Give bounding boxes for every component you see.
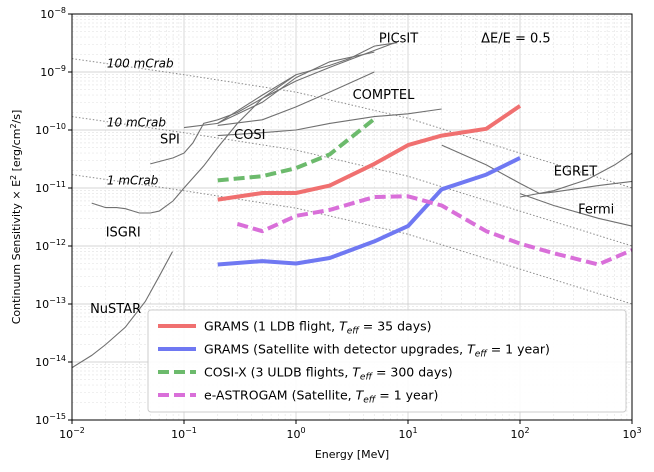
crab-line-100-mcrab <box>72 58 632 189</box>
y-tick-label: 10−8 <box>40 6 66 21</box>
annotation-e-e-0-5: ΔE/E = 0.5 <box>481 32 551 47</box>
axis-ticks: 10−2 10−1 100 101 102 103 10−15 10−14 10−13 10−12… <box>35 6 641 441</box>
x-axis-label: Energy [MeV] <box>315 448 389 461</box>
y-tick-label: 10−9 <box>40 64 66 79</box>
crab-reference-lines <box>72 58 632 305</box>
annotation-spi: SPI <box>160 133 180 148</box>
instrument-line-spi-b <box>183 51 375 129</box>
x-tick-label: 10−2 <box>59 426 85 441</box>
crab-label-100-mcrab: 100 mCrab <box>107 56 174 70</box>
instrument-line-cosi <box>217 71 375 126</box>
instrument-line-fermi-b <box>519 152 632 198</box>
plot-frame <box>71 13 633 421</box>
instrument-curves <box>72 41 632 369</box>
annotation-isgri: ISGRI <box>106 226 141 241</box>
series-line-1 <box>217 156 521 267</box>
annotations: PICsIT ΔE/E = 0.5 COMPTEL COSI SPI EGRET Fermi… <box>90 32 614 317</box>
crab-label-1-mcrab: 1 mCrab <box>107 173 159 187</box>
instrument-line-fermi <box>519 193 632 227</box>
instrument-line-spi <box>150 41 398 165</box>
crab-line-10-mcrab <box>72 116 632 247</box>
y-tick-label: 10−15 <box>35 412 66 427</box>
annotation-comptel: COMPTEL <box>353 88 416 103</box>
y-tick-label: 10−14 <box>35 354 66 369</box>
y-tick-label: 10−11 <box>35 180 66 195</box>
instrument-line-picsit <box>217 42 398 124</box>
annotation-fermi: Fermi <box>578 203 614 218</box>
series-line-0 <box>217 104 522 202</box>
annotation-nustar: NuSTAR <box>90 302 141 317</box>
series-line-3 <box>236 194 632 267</box>
instrument-line-comptel <box>217 108 442 137</box>
legend-label-2: COSI-X (3 ULDB flights, Teff = 300 days) <box>204 365 453 383</box>
crab-line-1-mcrab <box>72 174 632 305</box>
legend: GRAMS (1 LDB flight, Teff = 35 days) GRAM… <box>147 309 627 413</box>
x-tick-label: 102 <box>510 426 529 441</box>
x-tick-label: 100 <box>286 426 305 441</box>
legend-label-1: GRAMS (Satellite with detector upgrades,… <box>204 342 550 360</box>
annotation-cosi: COSI <box>234 128 265 143</box>
y-tick-label: 10−10 <box>35 122 66 137</box>
crab-label-10-mcrab: 10 mCrab <box>107 115 166 129</box>
instrument-line-nustar <box>72 251 173 369</box>
legend-label-3: e-ASTROGAM (Satellite, Teff = 1 year) <box>204 388 438 406</box>
instrument-line-isgri <box>91 74 297 214</box>
x-tick-label: 101 <box>398 426 417 441</box>
legend-label-0: GRAMS (1 LDB flight, Teff = 35 days) <box>204 319 431 337</box>
y-tick-label: 10−12 <box>35 238 66 253</box>
x-tick-label: 10−1 <box>171 426 197 441</box>
x-tick-label: 103 <box>622 426 641 441</box>
y-axis-label: Continuum Sensitivity × E2 [erg/cm2/s] <box>9 110 23 325</box>
sensitivity-series <box>217 104 632 267</box>
annotation-picsit: PICsIT <box>379 32 418 47</box>
legend-box <box>147 309 627 413</box>
series-line-2 <box>217 117 376 183</box>
annotation-egret: EGRET <box>554 164 598 179</box>
y-tick-label: 10−13 <box>35 296 66 311</box>
